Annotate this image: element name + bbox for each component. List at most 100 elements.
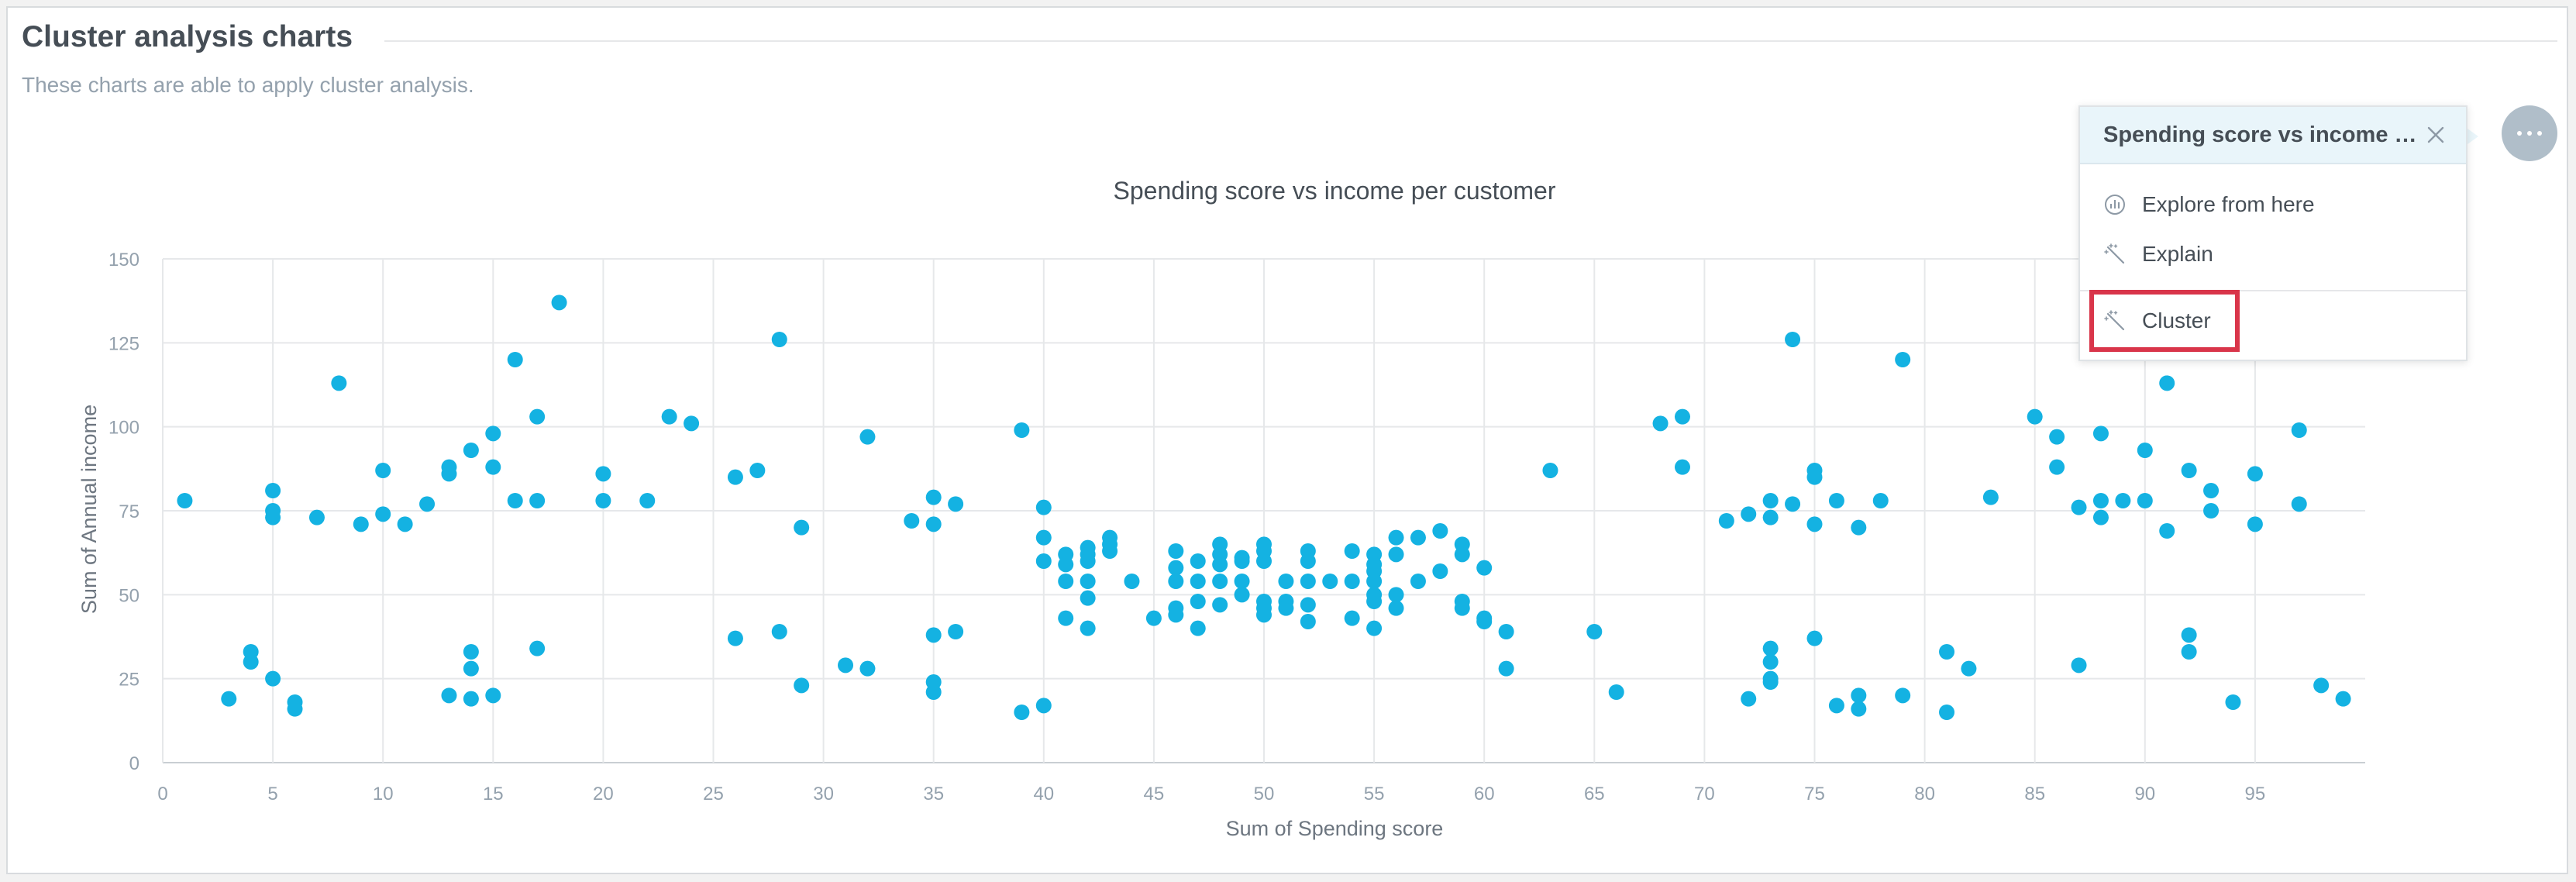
data-point[interactable] <box>1454 546 1470 563</box>
data-point[interactable] <box>1168 607 1184 623</box>
data-point[interactable] <box>1300 614 1316 629</box>
data-point[interactable] <box>1741 506 1757 522</box>
data-point[interactable] <box>1035 499 1052 515</box>
data-point[interactable] <box>2291 496 2307 512</box>
data-point[interactable] <box>1145 610 1162 626</box>
data-point[interactable] <box>419 496 436 512</box>
data-point[interactable] <box>441 466 457 482</box>
data-point[interactable] <box>1168 560 1184 576</box>
data-point[interactable] <box>1300 597 1316 613</box>
data-point[interactable] <box>904 513 920 529</box>
data-point[interactable] <box>1124 574 1140 589</box>
data-point[interactable] <box>2247 466 2263 482</box>
data-point[interactable] <box>1080 590 1096 606</box>
data-point[interactable] <box>1035 698 1052 714</box>
data-point[interactable] <box>463 691 479 707</box>
data-point[interactable] <box>2203 483 2220 498</box>
data-point[interactable] <box>265 483 281 498</box>
data-point[interactable] <box>529 640 546 656</box>
data-point[interactable] <box>441 687 457 704</box>
data-point[interactable] <box>529 493 546 508</box>
data-point[interactable] <box>1300 553 1316 569</box>
data-point[interactable] <box>2137 443 2153 458</box>
data-point[interactable] <box>485 459 501 475</box>
data-point[interactable] <box>1080 620 1096 636</box>
data-point[interactable] <box>1851 701 1867 717</box>
data-point[interactable] <box>2027 408 2043 425</box>
data-point[interactable] <box>1344 543 1360 559</box>
data-point[interactable] <box>1652 415 1669 432</box>
data-point[interactable] <box>1190 553 1206 569</box>
data-point[interactable] <box>1454 600 1470 616</box>
data-point[interactable] <box>2291 422 2307 438</box>
data-point[interactable] <box>771 332 787 347</box>
data-point[interactable] <box>1674 459 1690 475</box>
data-point[interactable] <box>397 516 413 532</box>
data-point[interactable] <box>1168 574 1184 589</box>
data-point[interactable] <box>1058 556 1074 573</box>
data-point[interactable] <box>2071 499 2087 515</box>
data-point[interactable] <box>2071 657 2087 674</box>
data-point[interactable] <box>2115 493 2131 508</box>
data-point[interactable] <box>331 375 347 391</box>
data-point[interactable] <box>1256 553 1272 569</box>
data-point[interactable] <box>1366 594 1383 609</box>
data-point[interactable] <box>925 627 942 643</box>
data-point[interactable] <box>859 660 876 677</box>
data-point[interactable] <box>2225 694 2241 710</box>
data-point[interactable] <box>1674 408 1690 425</box>
data-point[interactable] <box>925 516 942 532</box>
data-point[interactable] <box>1212 574 1228 589</box>
data-point[interactable] <box>661 408 677 425</box>
data-point[interactable] <box>1939 705 1955 720</box>
data-point[interactable] <box>221 691 237 707</box>
data-point[interactable] <box>1366 620 1383 636</box>
data-point[interactable] <box>1762 640 1779 656</box>
menu-item-explain[interactable]: Explain <box>2080 231 2466 277</box>
data-point[interactable] <box>243 654 259 670</box>
data-point[interactable] <box>1608 684 1624 700</box>
data-point[interactable] <box>1851 687 1867 704</box>
data-point[interactable] <box>684 415 700 432</box>
data-point[interactable] <box>2092 493 2109 508</box>
menu-item-cluster[interactable]: Cluster <box>2080 298 2466 344</box>
data-point[interactable] <box>1190 574 1206 589</box>
data-point[interactable] <box>507 493 523 508</box>
data-point[interactable] <box>2247 516 2263 532</box>
data-point[interactable] <box>2181 644 2197 660</box>
data-point[interactable] <box>2159 375 2175 391</box>
data-point[interactable] <box>794 519 810 536</box>
data-point[interactable] <box>463 443 479 458</box>
data-point[interactable] <box>1806 469 1823 485</box>
data-point[interactable] <box>1366 574 1383 589</box>
data-point[interactable] <box>1872 493 1889 508</box>
menu-item-explore-from-here[interactable]: Explore from here <box>2080 181 2466 228</box>
data-point[interactable] <box>375 506 391 522</box>
data-point[interactable] <box>1058 574 1074 589</box>
data-point[interactable] <box>287 701 303 717</box>
data-point[interactable] <box>551 295 567 311</box>
data-point[interactable] <box>2137 493 2153 508</box>
data-point[interactable] <box>1388 546 1404 563</box>
data-point[interactable] <box>177 493 193 508</box>
data-point[interactable] <box>1388 587 1404 603</box>
data-point[interactable] <box>1828 698 1844 714</box>
data-point[interactable] <box>2181 463 2197 478</box>
data-point[interactable] <box>1498 660 1514 677</box>
data-point[interactable] <box>1168 543 1184 559</box>
data-point[interactable] <box>1014 422 1030 438</box>
data-point[interactable] <box>1234 553 1250 569</box>
data-point[interactable] <box>2159 523 2175 539</box>
data-point[interactable] <box>595 493 611 508</box>
data-point[interactable] <box>1741 691 1757 707</box>
data-point[interactable] <box>1256 607 1272 623</box>
data-point[interactable] <box>1939 644 1955 660</box>
data-point[interactable] <box>1278 574 1294 589</box>
data-point[interactable] <box>2049 459 2065 475</box>
data-point[interactable] <box>1080 553 1096 569</box>
data-point[interactable] <box>1586 624 1603 639</box>
data-point[interactable] <box>353 516 369 532</box>
data-point[interactable] <box>771 624 787 639</box>
data-point[interactable] <box>485 687 501 704</box>
data-point[interactable] <box>925 489 942 505</box>
